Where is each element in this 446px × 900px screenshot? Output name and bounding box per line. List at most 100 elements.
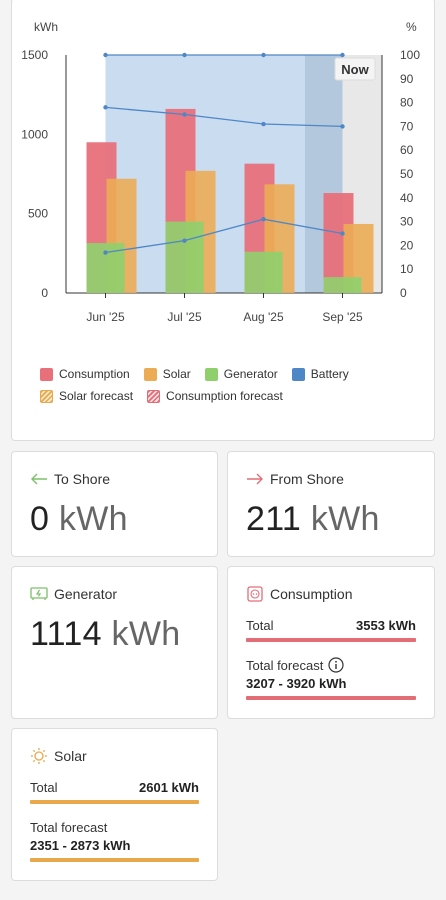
battery-swatch (291, 367, 305, 381)
battery-avg-point (103, 105, 108, 110)
x-tick-label: Jul '25 (167, 310, 202, 324)
legend-solar-forecast[interactable]: Solar forecast (40, 389, 133, 403)
battery-min-point (103, 250, 108, 255)
battery-avg-line (105, 106, 343, 128)
consumption-header: Consumption (246, 586, 353, 602)
solar-title: Solar (54, 748, 87, 764)
generator-value: 1114 kWh (30, 615, 180, 654)
generator-bar (165, 221, 204, 293)
legend-battery[interactable]: Battery (291, 367, 349, 381)
y-right-tick: 40 (400, 191, 414, 205)
battery-max-point (182, 52, 187, 58)
solar-header: Solar (30, 748, 87, 764)
solar-total-label: Total (30, 780, 58, 795)
y-right-tick: 90 (400, 72, 414, 86)
x-tick-label: Jun '25 (86, 310, 125, 324)
battery-min-point (340, 231, 345, 236)
to-shore-card[interactable]: To Shore 0 kWh (11, 451, 218, 557)
solar-total-value: 2601 kWh (139, 780, 199, 795)
energy-chart-card: kWh% 0 500 1000 1500 0 10 20 30 40 50 60 70 80 90 100 Ju… (11, 0, 435, 441)
legend-consumption-forecast-label: Consumption forecast (166, 389, 283, 403)
legend-solar[interactable]: Solar (143, 367, 191, 381)
legend-generator[interactable]: Generator (204, 367, 278, 381)
consumption-forecast-row: Total forecast (246, 657, 344, 673)
solar-forecast-bar (30, 858, 199, 862)
to-shore-header: To Shore (30, 471, 110, 487)
generator-header: Generator (30, 586, 117, 602)
solar-forecast-label: Total forecast (30, 820, 108, 835)
solar-swatch (143, 367, 157, 381)
y-right-tick: 70 (400, 119, 414, 133)
from-shore-title: From Shore (270, 471, 344, 487)
generator-card[interactable]: Generator 1114 kWh (11, 566, 218, 719)
chart-legend: Consumption Solar Generator Battery Sola… (40, 367, 363, 411)
from-shore-unit: kWh (310, 500, 380, 538)
arrow-right-icon (246, 472, 264, 486)
battery-avg-point (261, 121, 266, 127)
legend-consumption-label: Consumption (59, 367, 130, 381)
y-left-tick: 500 (28, 207, 48, 221)
legend-solar-forecast-label: Solar forecast (59, 389, 134, 403)
consumption-forecast-swatch (147, 389, 161, 403)
battery-min-point (261, 217, 266, 222)
solar-forecast-swatch (40, 389, 53, 403)
legend-solar-label: Solar (162, 367, 191, 381)
x-tick-label: Aug '25 (243, 310, 284, 324)
y-left-label: kWh (34, 20, 58, 34)
y-right-tick: 0 (400, 286, 407, 300)
y-right-tick: 100 (400, 48, 420, 62)
legend-consumption[interactable]: Consumption (40, 367, 130, 381)
solar-forecast-value: 2351 - 2873 kWh (30, 838, 131, 853)
plug-icon (246, 586, 264, 602)
to-shore-value: 0 kWh (30, 500, 128, 539)
legend-consumption-forecast[interactable]: Consumption forecast (147, 389, 283, 403)
y-right-tick: 30 (400, 215, 414, 229)
consumption-total-label: Total (246, 618, 274, 633)
consumption-title: Consumption (270, 586, 353, 602)
to-shore-number: 0 (30, 500, 50, 538)
y-right-tick: 80 (400, 96, 414, 110)
energy-chart[interactable]: kWh % 0 500 1000 1500 0 10 20 30 40 50 60 70 80 90 100 Ju… (12, 0, 436, 359)
solar-card[interactable]: Solar Total 2601 kWh Total forecast 2351… (11, 728, 218, 881)
y-right-label: % (406, 20, 417, 34)
battery-min-line (105, 218, 343, 254)
generator-bar (244, 251, 283, 293)
legend-generator-label: Generator (223, 367, 278, 381)
y-right-tick: 60 (400, 143, 414, 157)
consumption-total-value: 3553 kWh (356, 618, 416, 633)
generator-swatch (204, 367, 218, 381)
generator-icon (30, 587, 48, 601)
battery-max-point (103, 52, 108, 58)
battery-max-point (340, 52, 345, 58)
x-tick-label: Sep '25 (322, 310, 363, 324)
battery-avg-point (182, 112, 187, 117)
consumption-swatch (40, 367, 53, 381)
now-label: Now (341, 62, 369, 77)
generator-number: 1114 (30, 615, 102, 653)
legend-battery-label: Battery (310, 367, 349, 381)
now-badge (334, 57, 376, 81)
consumption-total-bar (246, 638, 416, 642)
from-shore-header: From Shore (246, 471, 344, 487)
consumption-card[interactable]: Consumption Total 3553 kWh Total forecas… (227, 566, 435, 719)
to-shore-title: To Shore (54, 471, 111, 487)
y-left-tick: 0 (41, 286, 48, 300)
battery-max-point (261, 52, 266, 58)
y-left-tick: 1500 (21, 48, 48, 62)
y-right-tick: 50 (400, 167, 414, 181)
from-shore-number: 211 (246, 500, 302, 538)
generator-title: Generator (54, 586, 118, 602)
battery-avg-point (340, 124, 345, 129)
solar-total-bar (30, 800, 199, 804)
sun-icon (30, 748, 48, 764)
y-left-tick: 1000 (21, 127, 48, 141)
generator-bar (323, 277, 362, 293)
from-shore-card[interactable]: From Shore 211 kWh (227, 451, 435, 557)
battery-min-point (182, 238, 187, 243)
consumption-forecast-value: 3207 - 3920 kWh (246, 676, 347, 691)
generator-unit: kWh (111, 615, 181, 653)
consumption-forecast-bar (246, 696, 416, 700)
info-icon[interactable] (328, 657, 344, 673)
arrow-left-icon (30, 472, 48, 486)
from-shore-value: 211 kWh (246, 500, 380, 539)
